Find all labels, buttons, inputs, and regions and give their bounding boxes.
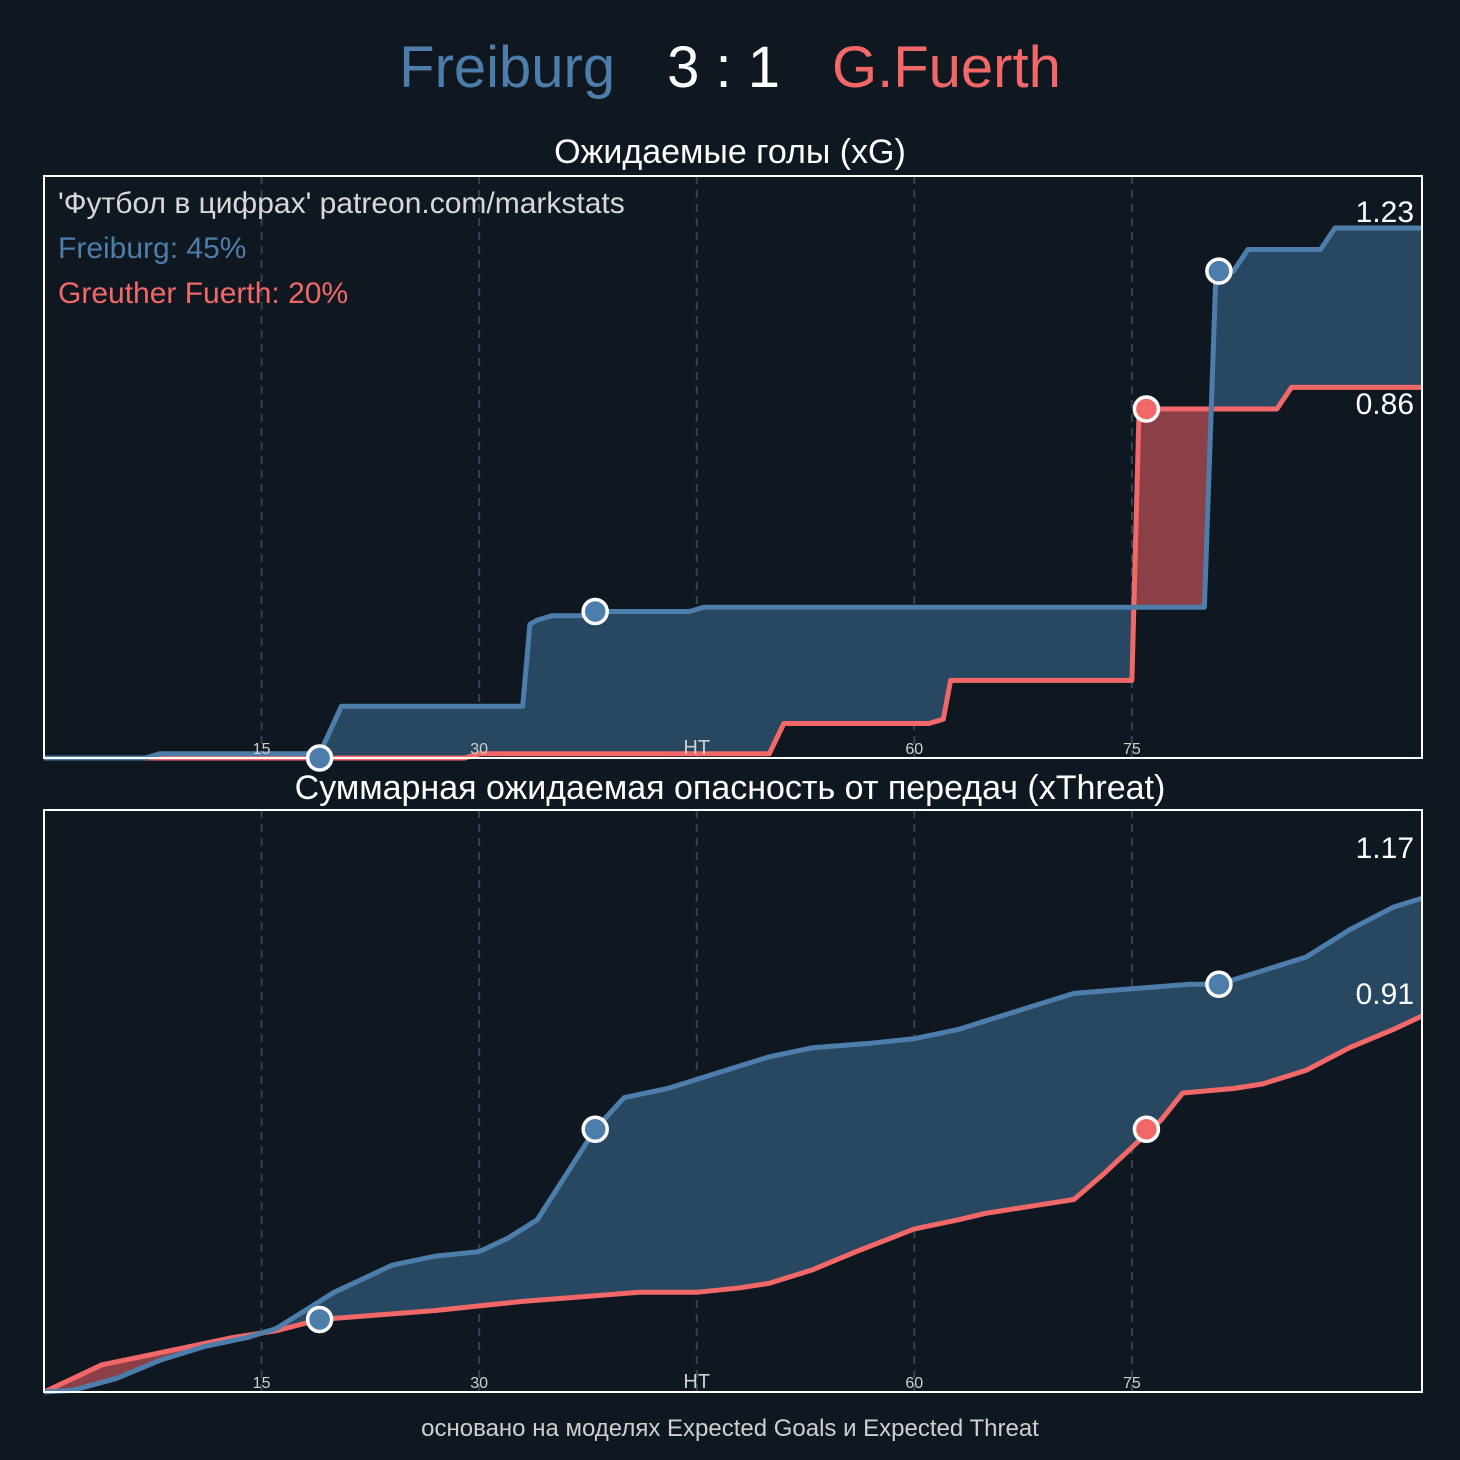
away-team-name: G.Fuerth xyxy=(831,35,1061,100)
match-score: 3 : 1 xyxy=(667,35,780,100)
away-final-value-label: 0.91 xyxy=(1356,978,1414,1011)
x-tick-label: 30 xyxy=(470,1375,488,1392)
home-lead-area xyxy=(44,607,1134,758)
credit-away-share: Greuther Fuerth: 20% xyxy=(58,277,349,310)
x-tick-label: HT xyxy=(683,1371,710,1393)
home-team-name: Freiburg xyxy=(399,35,616,100)
chart-frame xyxy=(43,809,1423,1393)
home-goal-marker xyxy=(581,1115,609,1144)
xthreat-chart-title: Суммарная ожидаемая опасность от передач… xyxy=(294,769,1166,807)
home-goal-marker xyxy=(1205,257,1233,285)
home-final-value-label: 1.23 xyxy=(1356,196,1414,229)
x-tick-label: 60 xyxy=(905,1375,923,1392)
footer-note: основано на моделях Expected Goals и Exp… xyxy=(421,1415,1039,1442)
chart-frame xyxy=(43,175,1423,759)
x-tick-label: 75 xyxy=(1123,741,1141,758)
x-tick-label: HT xyxy=(683,737,710,759)
xg-chart-title: Ожидаемые голы (xG) xyxy=(554,133,906,171)
credit-source: 'Футбол в цифрах' patreon.com/markstats xyxy=(58,187,625,220)
xthreat-chart: 15 30 HT 60 75 1.17 0.91 xyxy=(42,809,1424,1395)
away-final-value-label: 0.86 xyxy=(1356,388,1414,421)
xg-chart: 15 30 HT 60 75 1.23 0.86 xyxy=(43,175,1423,772)
x-tick-label: 60 xyxy=(905,741,923,758)
x-tick-label: 15 xyxy=(253,741,271,758)
away-goal-marker xyxy=(1132,395,1161,423)
home-goal-marker xyxy=(305,1305,334,1334)
x-tick-label: 30 xyxy=(470,741,488,758)
home-goal-marker xyxy=(581,597,609,626)
match-header: Freiburg 3 : 1 G.Fuerth xyxy=(0,30,1460,106)
away-lead-area xyxy=(1133,409,1211,636)
x-tick-label: 15 xyxy=(253,1375,271,1392)
home-goal-marker xyxy=(1205,970,1233,999)
away-series-line xyxy=(44,384,1422,761)
home-goal-marker xyxy=(305,744,334,772)
home-lead-area xyxy=(256,898,1423,1335)
home-series-line xyxy=(43,895,1423,1395)
home-final-value-label: 1.17 xyxy=(1356,832,1414,865)
credit-home-share: Freiburg: 45% xyxy=(58,232,247,265)
x-tick-label: 75 xyxy=(1123,1375,1141,1392)
away-goal-marker xyxy=(1132,1115,1161,1144)
